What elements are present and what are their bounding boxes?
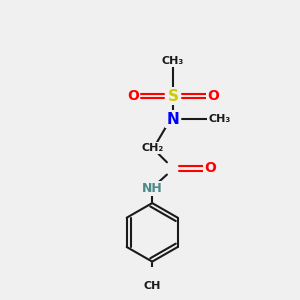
- Text: N: N: [167, 112, 179, 127]
- Text: O: O: [208, 89, 219, 103]
- Text: O: O: [127, 89, 139, 103]
- Text: CH: CH: [143, 281, 161, 291]
- Text: NH: NH: [142, 182, 163, 195]
- Text: CH₃: CH₃: [208, 114, 231, 124]
- Text: S: S: [168, 88, 178, 104]
- Text: O: O: [204, 161, 216, 176]
- Text: CH₂: CH₂: [141, 143, 163, 153]
- Text: CH₃: CH₃: [162, 56, 184, 66]
